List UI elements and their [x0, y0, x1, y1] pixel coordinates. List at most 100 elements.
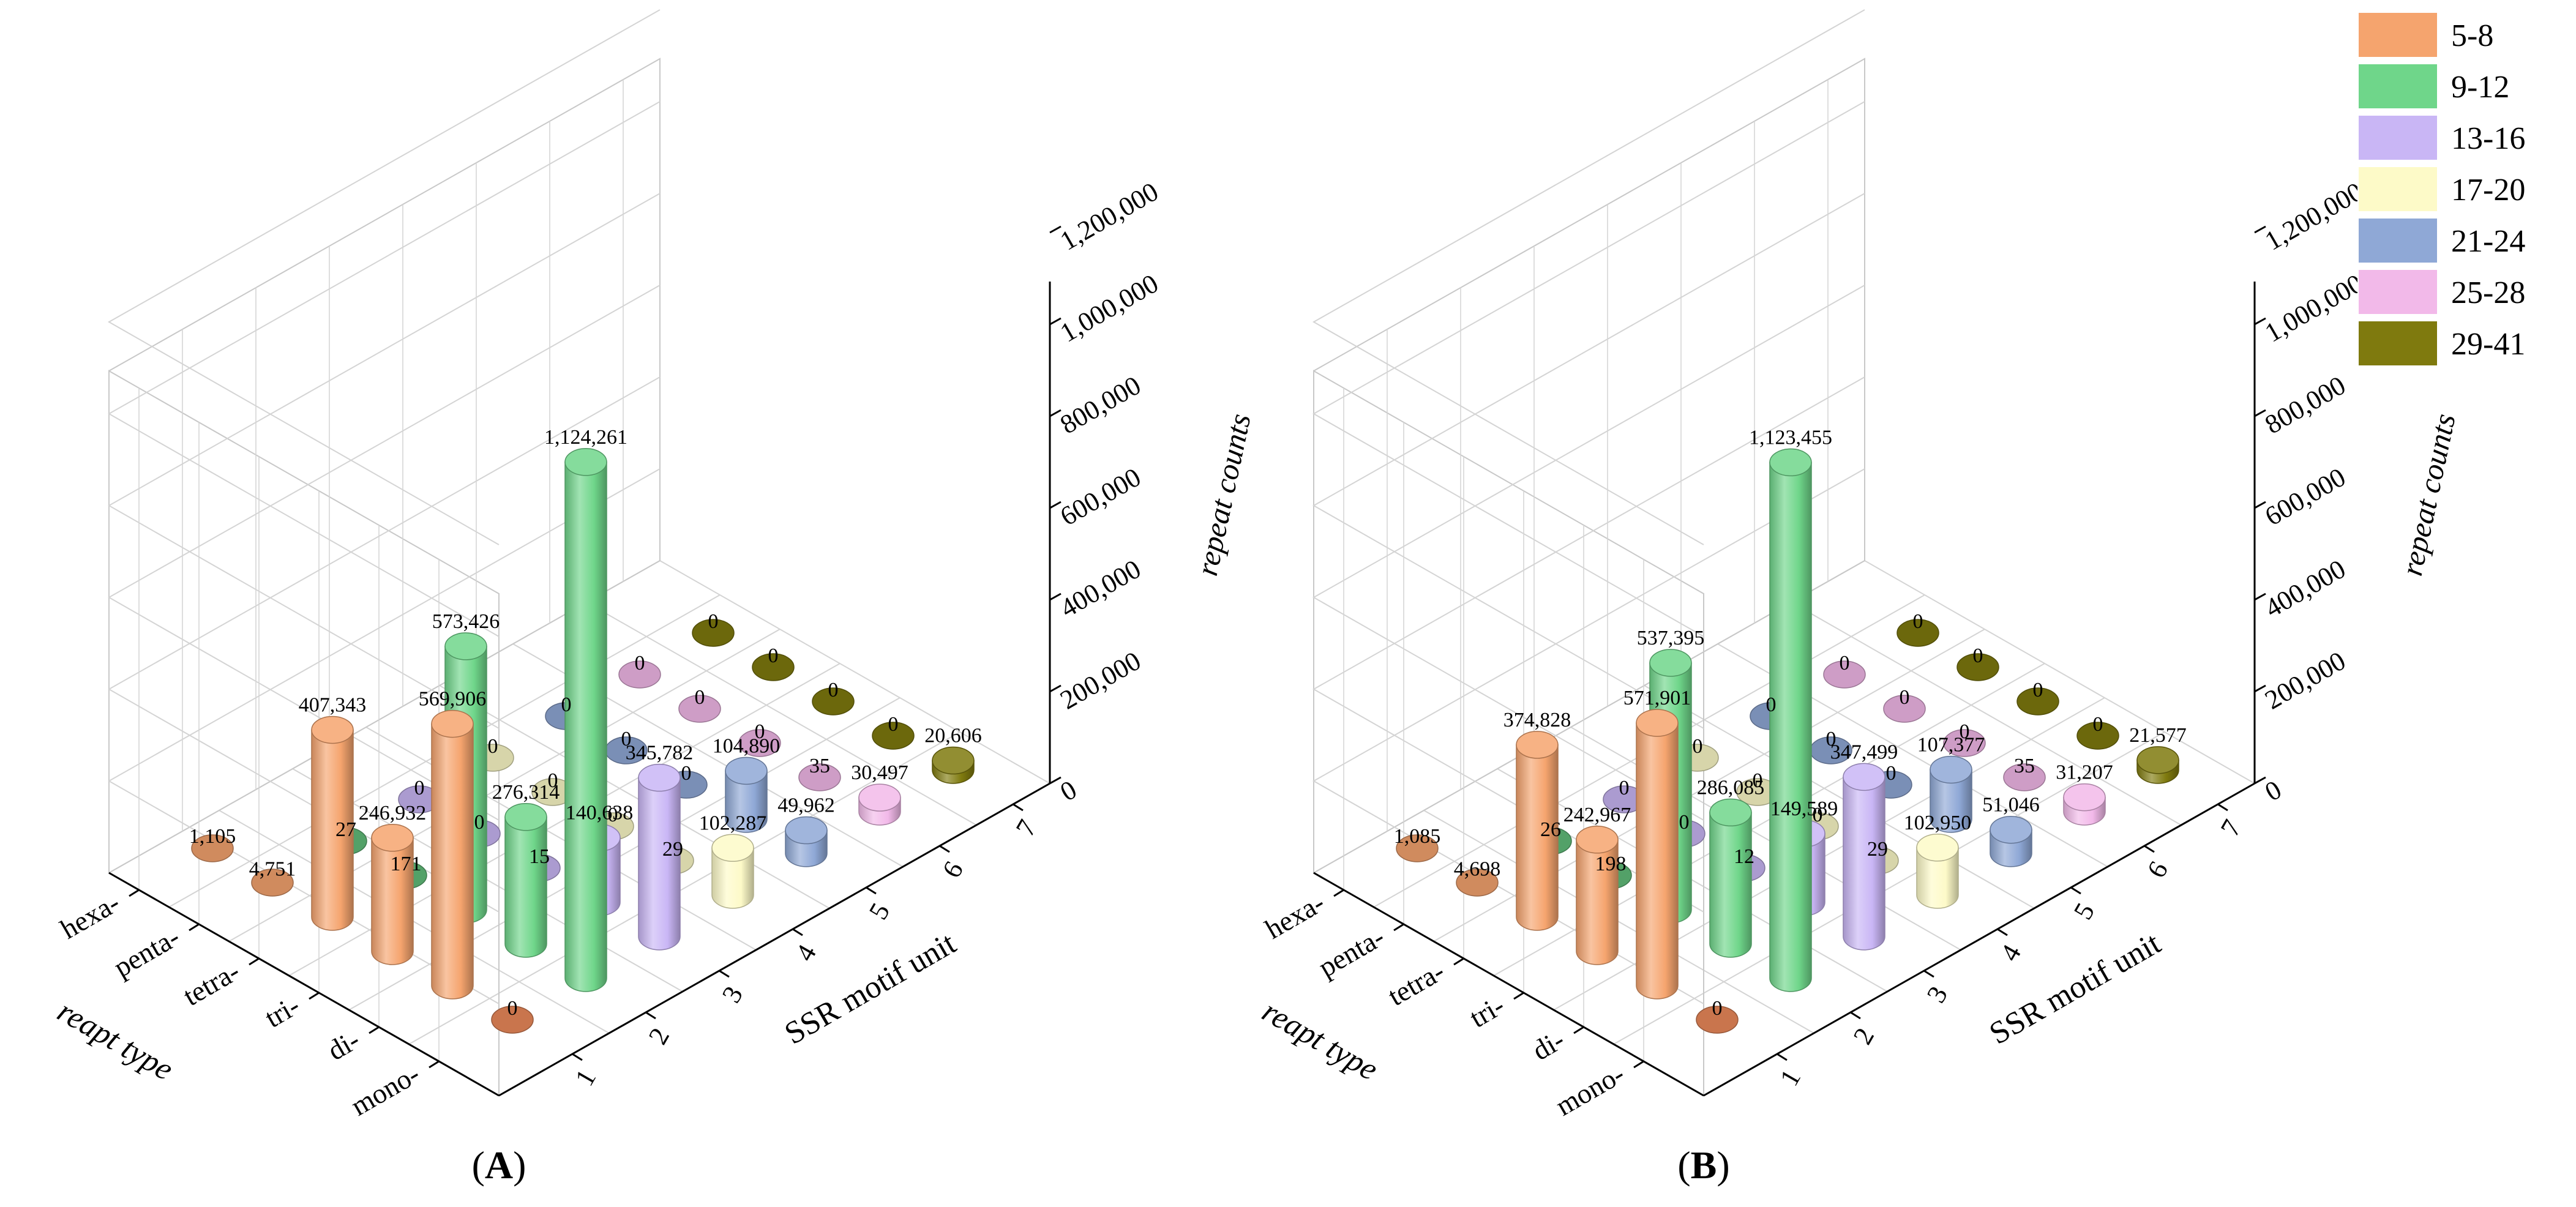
- data-label: 31,207: [2056, 761, 2113, 784]
- bar-body: [1769, 461, 1812, 992]
- legend-swatch: [2357, 63, 2438, 110]
- bar-body: [311, 729, 354, 931]
- bar-di-col5: [1930, 755, 1972, 833]
- column-tick-label: 3: [1921, 981, 1953, 1008]
- data-label: 0: [621, 728, 632, 750]
- column-tick-label: 2: [1848, 1023, 1880, 1050]
- bar-di-col1: [1636, 709, 1679, 1000]
- data-label: 0: [2093, 713, 2103, 736]
- bar-top: [1990, 815, 2032, 844]
- legend-swatch: [2357, 269, 2438, 315]
- bar-body: [1916, 847, 1959, 909]
- row-tick-label: penta-: [1313, 921, 1390, 983]
- data-label: 198: [1595, 853, 1627, 875]
- bar-disc: [752, 653, 795, 681]
- data-label: 149,589: [1770, 798, 1838, 820]
- bar-top: [1649, 649, 1692, 677]
- column-tick-label: 3: [716, 981, 749, 1008]
- column-tick-label: 7: [1010, 815, 1043, 842]
- bar-penta-col1: [1456, 869, 1499, 897]
- data-label: 0: [608, 804, 618, 826]
- z-tick-label: 1,200,000: [1055, 176, 1164, 256]
- bar-disc: [2003, 763, 2046, 791]
- data-label: 0: [768, 645, 779, 667]
- data-label: 20,606: [924, 725, 982, 747]
- bar-top: [1769, 448, 1812, 477]
- data-label: 0: [755, 720, 765, 743]
- bar-mono-col6: [2063, 783, 2106, 826]
- bar-tetra-col7: [1956, 653, 1999, 681]
- bar-top: [1576, 826, 1619, 854]
- bar-body: [371, 837, 414, 965]
- data-label: 407,343: [299, 693, 367, 716]
- data-label: 0: [1693, 735, 1703, 758]
- bar-body: [1576, 839, 1619, 965]
- row-tick-label: penta-: [108, 921, 185, 983]
- data-label: 0: [708, 610, 719, 633]
- row-tick-label: mono-: [1550, 1058, 1630, 1121]
- z-axis-title: repeat counts: [2394, 411, 2462, 579]
- bar-disc: [1956, 653, 1999, 681]
- bar-mono-col3: [638, 763, 681, 951]
- data-label: 35: [2014, 755, 2035, 777]
- data-label: 27: [335, 818, 356, 841]
- bar-mono-col7: [932, 746, 975, 784]
- data-label: 0: [1679, 811, 1690, 834]
- column-tick-label: 6: [2141, 856, 2174, 883]
- bar-di-col6: [798, 763, 841, 791]
- z-tick-label: 600,000: [1055, 462, 1146, 532]
- bar-body: [1930, 769, 1972, 833]
- bar-disc: [2076, 722, 2119, 750]
- bar-disc: [798, 763, 841, 791]
- bar-tri-col7: [812, 687, 855, 716]
- data-label: 140,638: [566, 802, 634, 824]
- bar-body: [711, 847, 754, 909]
- bar-body: [1843, 776, 1885, 951]
- legend-swatch: [2357, 217, 2438, 264]
- data-label: 104,890: [713, 734, 781, 757]
- legend-item-17-20: 17-20: [2357, 166, 2525, 212]
- legend-label: 5-8: [2451, 18, 2493, 53]
- data-label: 4,698: [1454, 858, 1501, 880]
- bar-body: [725, 770, 768, 833]
- data-label: 0: [1960, 720, 1970, 743]
- data-label: 0: [1840, 652, 1850, 674]
- bar-body: [431, 723, 474, 1000]
- bar-body: [1709, 812, 1752, 958]
- bar-penta-col7: [1896, 619, 1939, 647]
- bar-disc: [1896, 619, 1939, 647]
- x-axis-title: reapt type: [1256, 993, 1383, 1087]
- data-label: 0: [414, 777, 425, 799]
- data-label: 0: [1900, 686, 1910, 709]
- data-label: 21,577: [2129, 724, 2187, 747]
- bar-tri-col1: [371, 824, 414, 965]
- z-tick-label: 0: [1055, 774, 1082, 807]
- bar-tetra-col6: [1883, 695, 1926, 723]
- z-tick-label: 0: [2260, 774, 2287, 807]
- bar-top: [431, 709, 474, 738]
- z-tick-label: 400,000: [2260, 554, 2351, 624]
- bar-disc: [1696, 1006, 1739, 1034]
- y-axis-title: SSR motif unit: [1983, 925, 2166, 1052]
- bar-di-col7: [872, 722, 915, 750]
- data-label: 0: [1826, 728, 1837, 750]
- data-label: 102,950: [1904, 812, 1972, 834]
- data-label: 35: [809, 755, 830, 777]
- data-label: 0: [1712, 997, 1723, 1020]
- bar-disc: [1943, 729, 1986, 757]
- z-axis-title: repeat counts: [1189, 411, 1257, 579]
- bar-mono-col2: [564, 448, 607, 992]
- bar-body: [564, 461, 607, 992]
- data-label: 26: [1540, 818, 1561, 841]
- bar-mono-col4: [1916, 834, 1959, 909]
- bar-top: [444, 632, 487, 660]
- legend-item-25-28: 25-28: [2357, 269, 2525, 315]
- column-tick-label: 4: [1994, 940, 2027, 966]
- legend-swatch: [2357, 320, 2438, 367]
- data-label: 1,123,455: [1749, 426, 1832, 449]
- bar-disc: [738, 729, 781, 757]
- bar-disc: [1883, 695, 1926, 723]
